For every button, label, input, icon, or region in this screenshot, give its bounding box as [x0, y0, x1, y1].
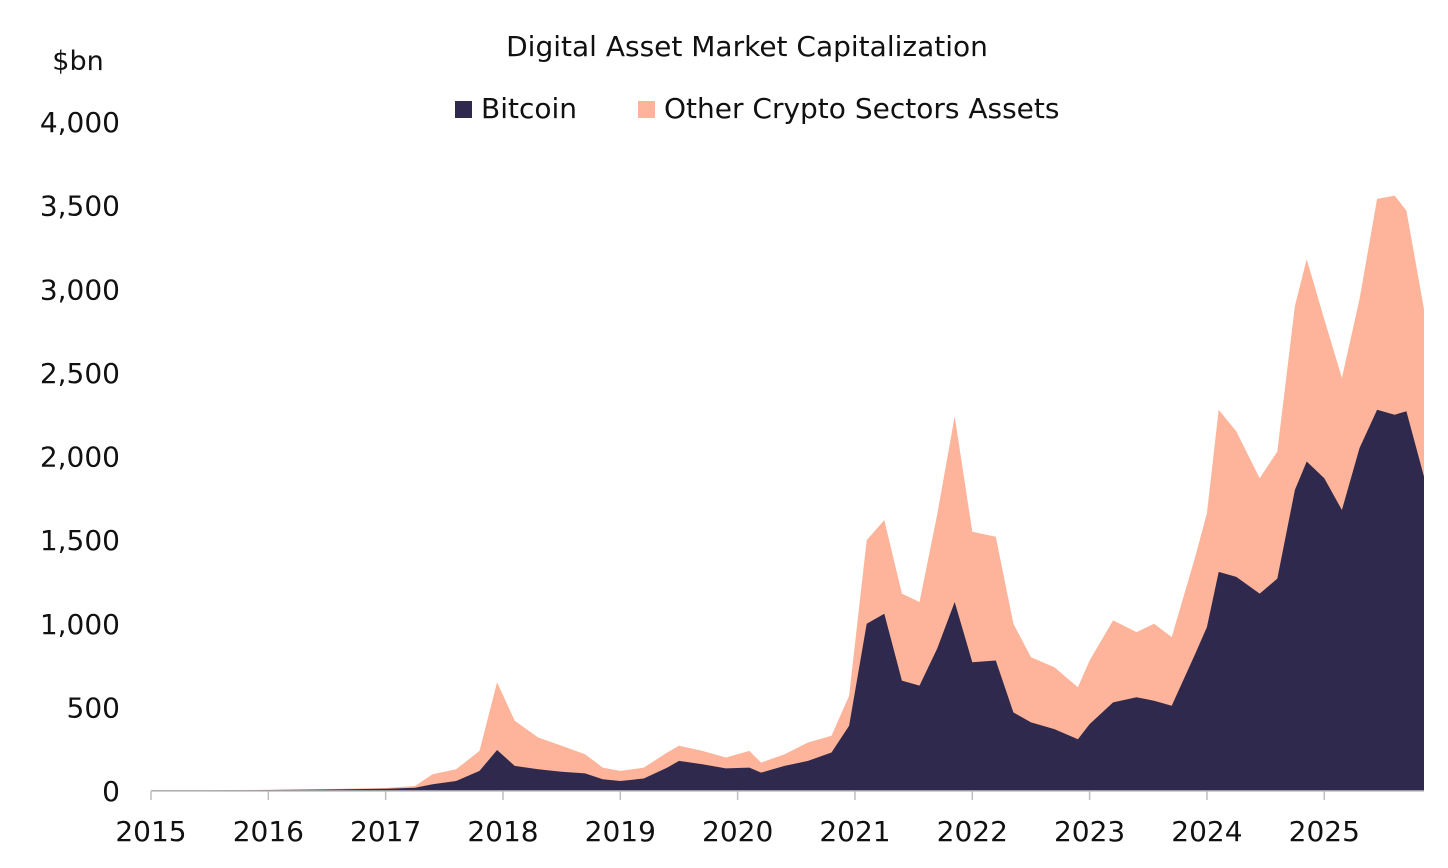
y-tick-label: 1,000: [40, 608, 120, 641]
y-axis: 0 500 1,000 1,500 2,000 2,500 3,000 3,500 4,000: [40, 106, 120, 808]
x-tick-label: 2016: [233, 815, 304, 848]
y-tick-label: 3,500: [40, 190, 120, 223]
x-tick-label: 2022: [937, 815, 1008, 848]
legend-swatch-bitcoin: [455, 101, 472, 118]
chart-title: Digital Asset Market Capitalization: [506, 30, 988, 63]
x-tick-label: 2015: [115, 815, 186, 848]
x-tick-label: 2023: [1054, 815, 1125, 848]
y-axis-label: $bn: [52, 46, 103, 77]
x-tick-label: 2021: [819, 815, 890, 848]
x-tick-label: 2024: [1171, 815, 1242, 848]
y-tick-label: 0: [102, 775, 120, 808]
x-axis: 2015 2016 2017 2018 2019 2020 2021 2022 2023 2024…: [115, 790, 1424, 848]
y-tick-label: 1,500: [40, 524, 120, 557]
x-tick-label: 2025: [1289, 815, 1360, 848]
y-tick-label: 2,000: [40, 441, 120, 474]
legend-label-other-crypto: Other Crypto Sectors Assets: [664, 92, 1059, 125]
legend-label-bitcoin: Bitcoin: [481, 92, 577, 125]
y-tick-label: 2,500: [40, 357, 120, 390]
x-tick-label: 2020: [702, 815, 773, 848]
x-tick-label: 2017: [350, 815, 421, 848]
area-bitcoin: [151, 409, 1424, 791]
y-tick-label: 500: [67, 691, 120, 724]
area-other-crypto: [151, 195, 1424, 792]
y-tick-label: 3,000: [40, 273, 120, 306]
x-tick-label: 2018: [467, 815, 538, 848]
legend: Bitcoin Other Crypto Sectors Assets: [455, 92, 1059, 125]
plot-area: [151, 195, 1424, 792]
legend-swatch-other-crypto: [638, 101, 655, 118]
x-tick-label: 2019: [585, 815, 656, 848]
y-tick-label: 4,000: [40, 106, 120, 139]
